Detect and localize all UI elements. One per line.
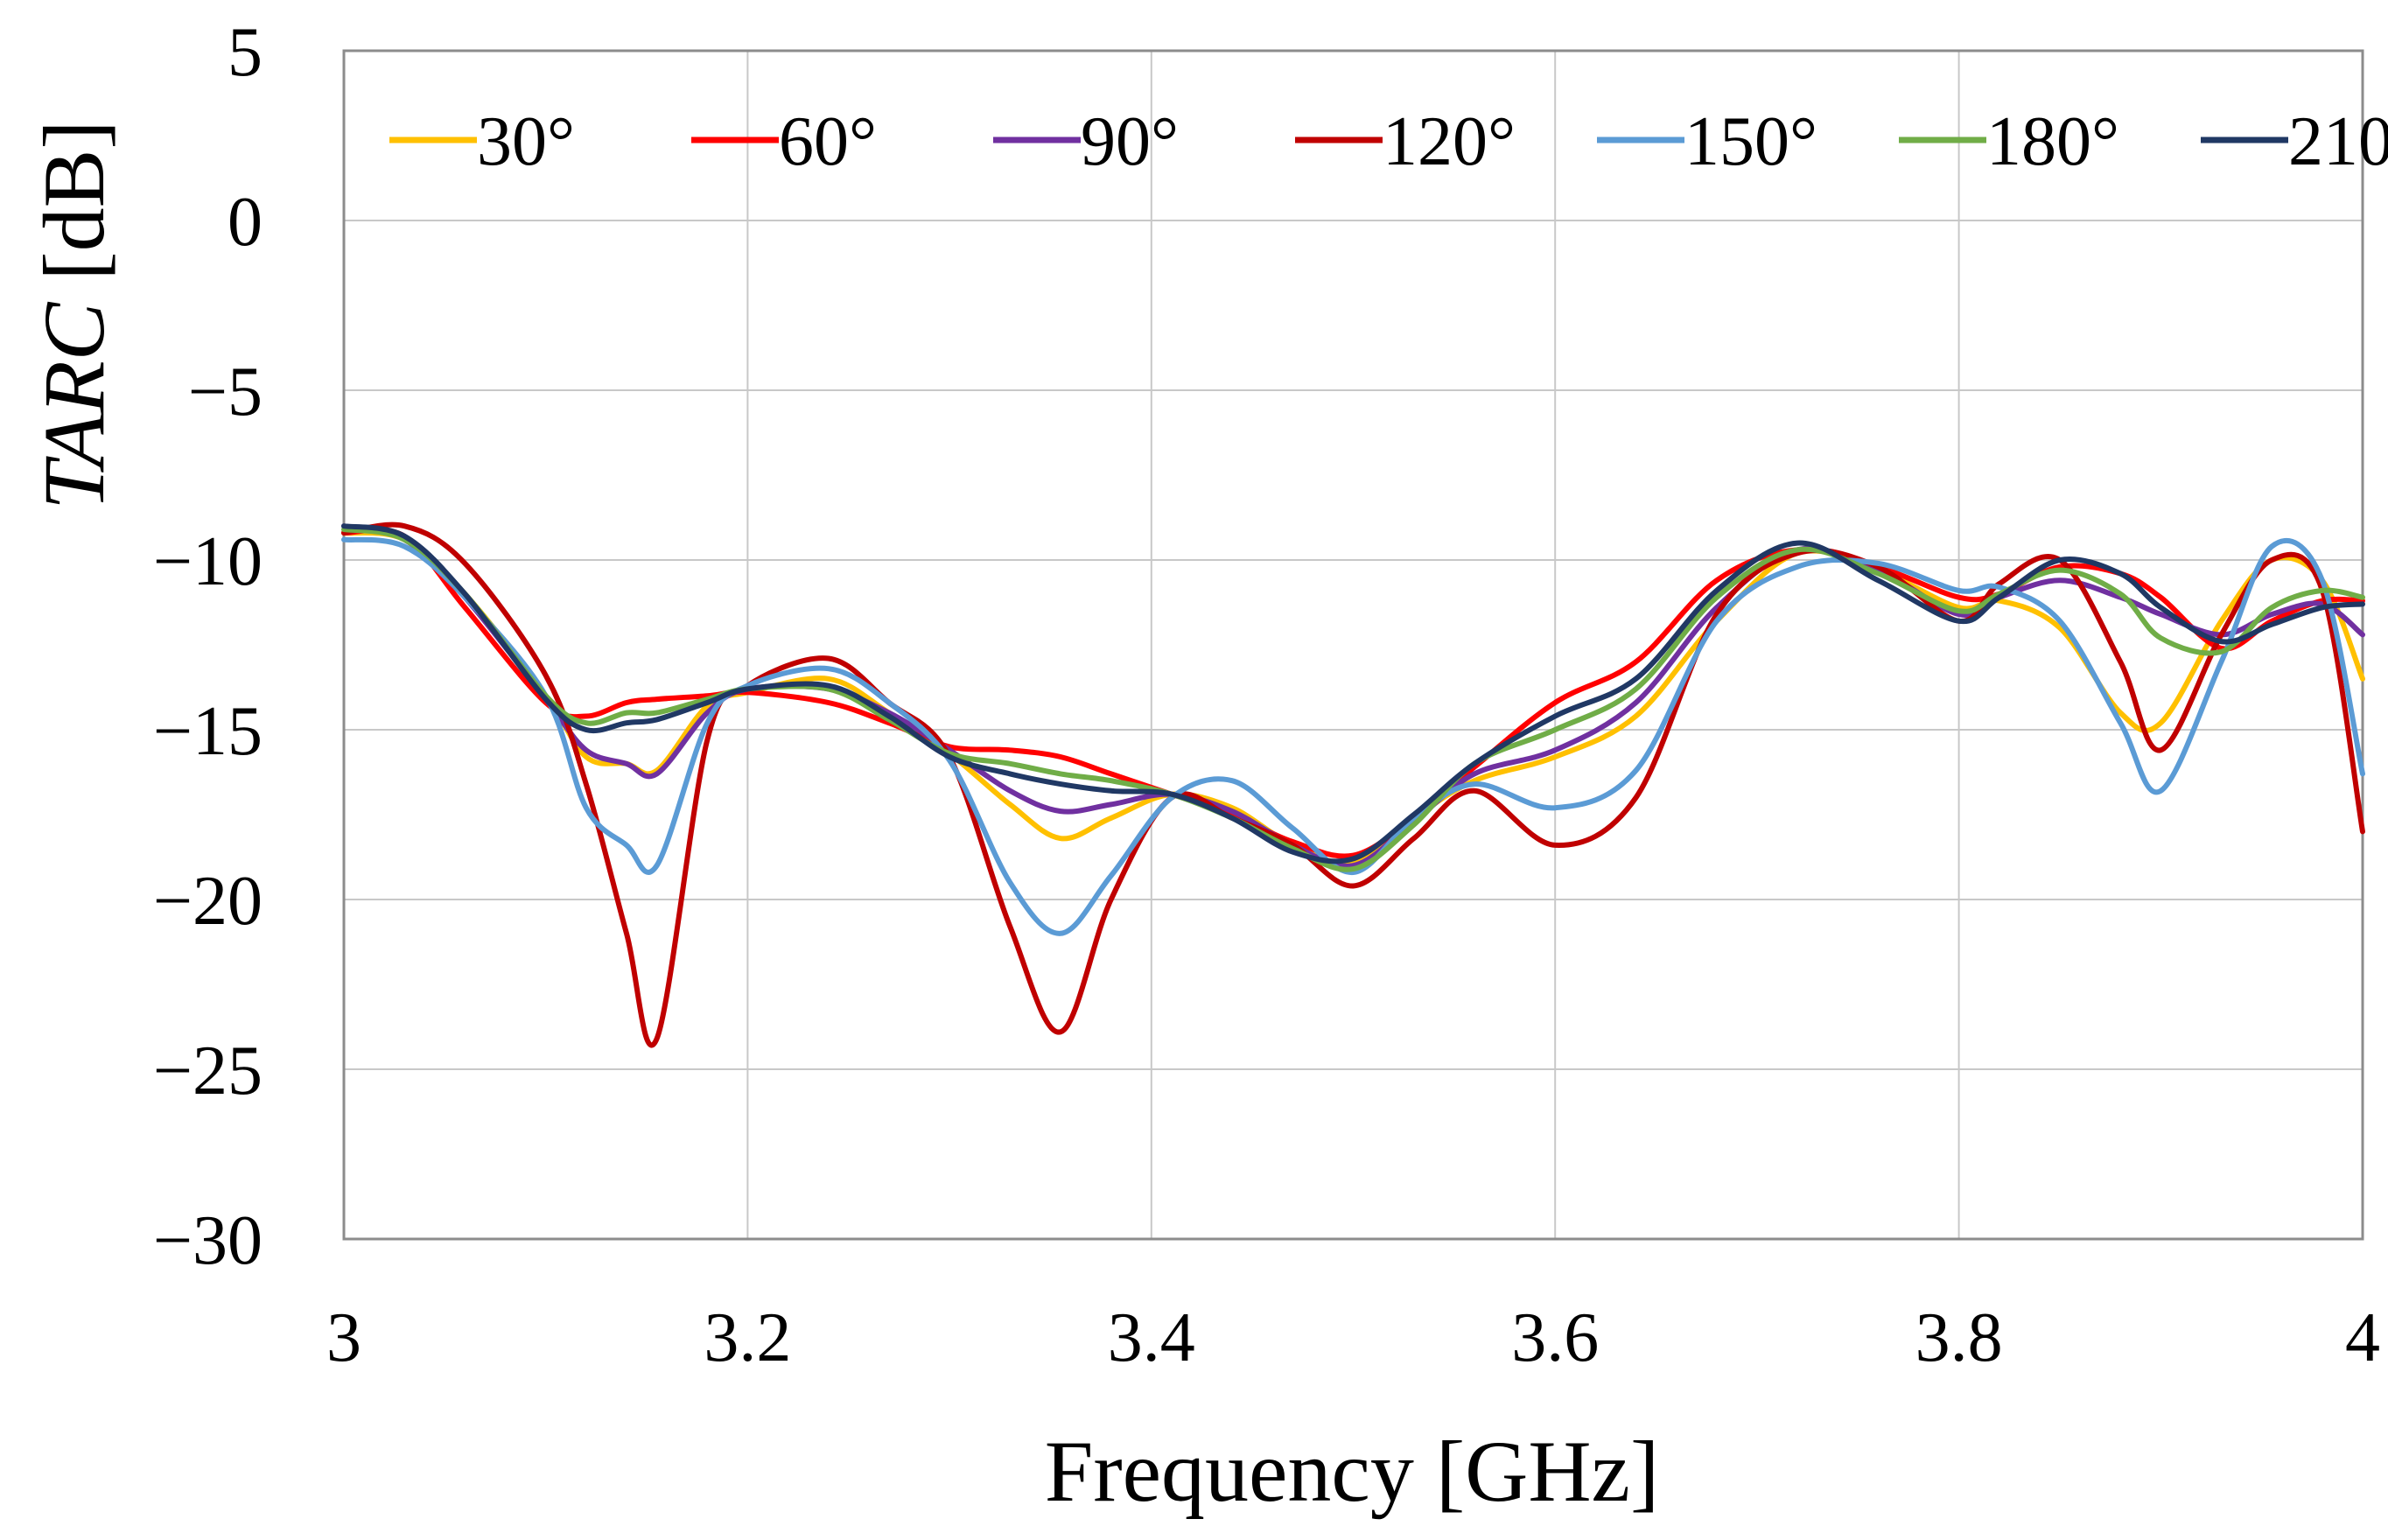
x-tick-label: 3.2 <box>704 1299 791 1376</box>
y-axis-title-italic: TARC <box>25 301 123 509</box>
legend-label-1: 60° <box>779 103 877 180</box>
x-tick-label: 3.8 <box>1915 1299 2003 1376</box>
y-tick-label: −30 <box>153 1202 263 1279</box>
y-tick-label: −20 <box>153 863 263 940</box>
plot-area-frame <box>342 49 2364 1241</box>
series-line-2 <box>341 523 2365 869</box>
x-axis-tick-labels: 3 3.2 3.4 3.6 3.8 4 <box>326 1299 2380 1376</box>
y-tick-label: 5 <box>228 14 263 91</box>
y-tick-label: 0 <box>228 184 263 261</box>
legend-label-2: 90° <box>1081 103 1179 180</box>
series-line-1 <box>341 527 2365 859</box>
y-tick-label: −5 <box>188 354 263 430</box>
x-axis-title: Frequency [GHz] <box>1045 1423 1660 1520</box>
series-line-5 <box>341 527 2365 872</box>
legend-label-5: 180° <box>1986 103 2119 180</box>
x-tick-label: 3.6 <box>1511 1299 1599 1376</box>
y-tick-label: −10 <box>153 523 263 600</box>
y-axis-title: TARC [dB] <box>25 120 123 509</box>
legend-label-4: 150° <box>1684 103 1817 180</box>
y-axis-title-unit: [dB] <box>25 120 123 302</box>
series-line-6 <box>341 523 2365 864</box>
y-tick-label: −25 <box>153 1032 263 1110</box>
x-tick-label: 3.4 <box>1108 1299 1195 1376</box>
legend-label-0: 30° <box>477 103 575 180</box>
series-lines <box>341 522 2365 1048</box>
y-axis-tick-labels: 5 0 −5 −10 −15 −20 −25 −30 <box>153 14 263 1279</box>
legend-label-3: 120° <box>1383 103 1516 180</box>
legend-label-6: 210° <box>2288 103 2388 180</box>
legend: 30° 60° 90° 120° 150° 180° 210° <box>389 103 2388 180</box>
y-tick-label: −15 <box>153 693 263 770</box>
x-tick-label: 3 <box>326 1299 361 1376</box>
x-tick-label: 4 <box>2345 1299 2380 1376</box>
